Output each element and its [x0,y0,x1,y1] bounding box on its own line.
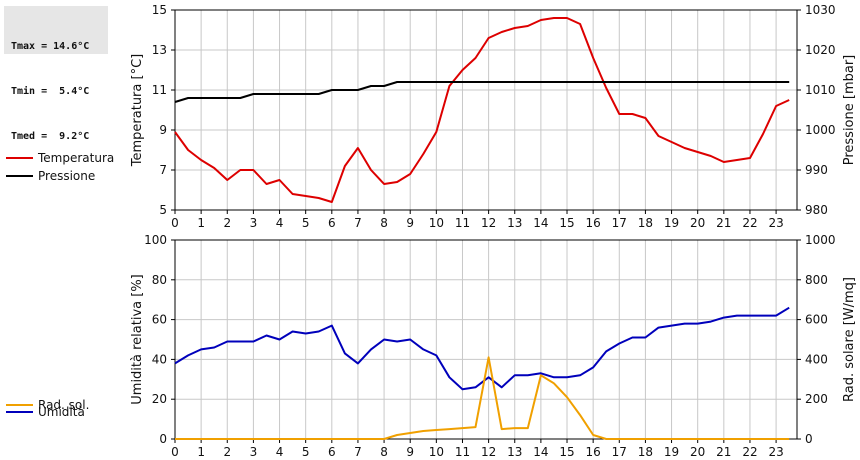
legend-label-umidit-: Umidità [38,405,85,419]
x-tick-label: 21 [716,216,731,230]
y-tick-label: 9 [159,123,167,137]
stats-box: Tmax = 14.6°C Tmin = 5.4°C Tmed = 9.2°C [4,6,108,142]
y-tick-label: 0 [159,432,167,446]
y-tick-label: 7 [159,163,167,177]
x-tick-label: 10 [429,216,444,230]
y2-axis-label: Pressione [mbar] [842,55,857,166]
y2-tick-label: 1030 [805,3,836,17]
y2-tick-label: 1020 [805,43,836,57]
x-tick-label: 4 [276,445,284,459]
x-tick-label: 19 [664,216,679,230]
x-tick-label: 9 [406,445,414,459]
x-tick-label: 1 [197,445,205,459]
y2-tick-label: 600 [805,313,828,327]
x-tick-label: 18 [638,216,653,230]
legend-label-temperatura: Temperatura [37,151,114,165]
tmax-text: Tmax = 14.6°C [11,41,90,52]
x-tick-label: 16 [586,216,601,230]
series-line-umidit- [174,306,790,391]
x-tick-label: 8 [380,445,388,459]
x-tick-label: 6 [328,216,336,230]
x-tick-label: 13 [507,445,522,459]
legend-label-rad-sol-: Rad. sol. [38,398,89,412]
series-line-pressione [174,81,790,103]
x-tick-label: 23 [768,216,783,230]
x-tick-label: 16 [586,445,601,459]
x-tick-label: 11 [455,216,470,230]
x-tick-label: 17 [612,216,627,230]
x-tick-label: 8 [380,216,388,230]
y-tick-label: 15 [152,3,167,17]
x-tick-label: 2 [223,216,231,230]
y2-tick-label: 200 [805,392,828,406]
x-tick-label: 3 [250,216,258,230]
x-tick-label: 4 [276,216,284,230]
x-tick-label: 19 [664,445,679,459]
x-tick-label: 17 [612,445,627,459]
y-tick-label: 80 [152,273,167,287]
x-tick-label: 23 [768,445,783,459]
x-tick-label: 7 [354,216,362,230]
legend-label-pressione: Pressione [38,169,95,183]
x-tick-label: 7 [354,445,362,459]
y2-tick-label: 400 [805,352,828,366]
x-tick-label: 5 [302,445,310,459]
y2-tick-label: 1010 [805,83,836,97]
y-tick-label: 40 [152,352,167,366]
humidity-radiation-panel: 0 1 2 3 4 5 6 7 8 9 10 11 12 13 14 15 16 17 18 19 20 21 22 2302… [6,233,857,459]
y-tick-label: 20 [152,392,167,406]
x-tick-label: 14 [533,216,548,230]
x-tick-label: 12 [481,445,496,459]
x-tick-label: 22 [742,216,757,230]
x-tick-label: 15 [559,445,574,459]
x-tick-label: 0 [171,445,179,459]
tmin-text: Tmin = 5.4°C [11,86,90,97]
y2-tick-label: 980 [805,203,828,217]
y-tick-label: 13 [152,43,167,57]
x-tick-label: 10 [429,445,444,459]
x-tick-label: 1 [197,216,205,230]
temperature-pressure-panel: 0 1 2 3 4 5 6 7 8 9 10 11 12 13 14 15 16 17 18 19 20 21 22 2357… [6,3,857,230]
x-tick-label: 22 [742,445,757,459]
y-axis-label: Temperatura [°C] [130,54,145,167]
x-tick-label: 20 [690,445,705,459]
tmed-text: Tmed = 9.2°C [11,131,90,142]
x-tick-label: 15 [559,216,574,230]
plot-frame [174,239,798,440]
x-tick-label: 0 [171,216,179,230]
y-tick-label: 5 [159,203,167,217]
x-tick-label: 20 [690,216,705,230]
x-tick-label: 14 [533,445,548,459]
plot-frame [174,9,798,211]
x-tick-label: 21 [716,445,731,459]
y2-axis-label: Rad. solare [W/mq] [842,277,857,402]
y-tick-label: 60 [152,313,167,327]
series-line-rad-sol- [175,356,790,440]
x-tick-label: 13 [507,216,522,230]
y-tick-label: 100 [144,233,167,247]
x-tick-label: 3 [250,445,258,459]
y2-tick-label: 0 [805,432,813,446]
x-tick-label: 5 [302,216,310,230]
x-tick-label: 9 [406,216,414,230]
y2-tick-label: 990 [805,163,828,177]
y2-tick-label: 800 [805,273,828,287]
x-tick-label: 6 [328,445,336,459]
y-tick-label: 11 [152,83,167,97]
x-tick-label: 11 [455,445,470,459]
y2-tick-label: 1000 [805,123,836,137]
x-tick-label: 12 [481,216,496,230]
x-tick-label: 2 [223,445,231,459]
y2-tick-label: 1000 [805,233,836,247]
x-tick-label: 18 [638,445,653,459]
series-line-temperatura [174,17,790,203]
y-axis-label: Umidità relativa [%] [130,274,145,404]
